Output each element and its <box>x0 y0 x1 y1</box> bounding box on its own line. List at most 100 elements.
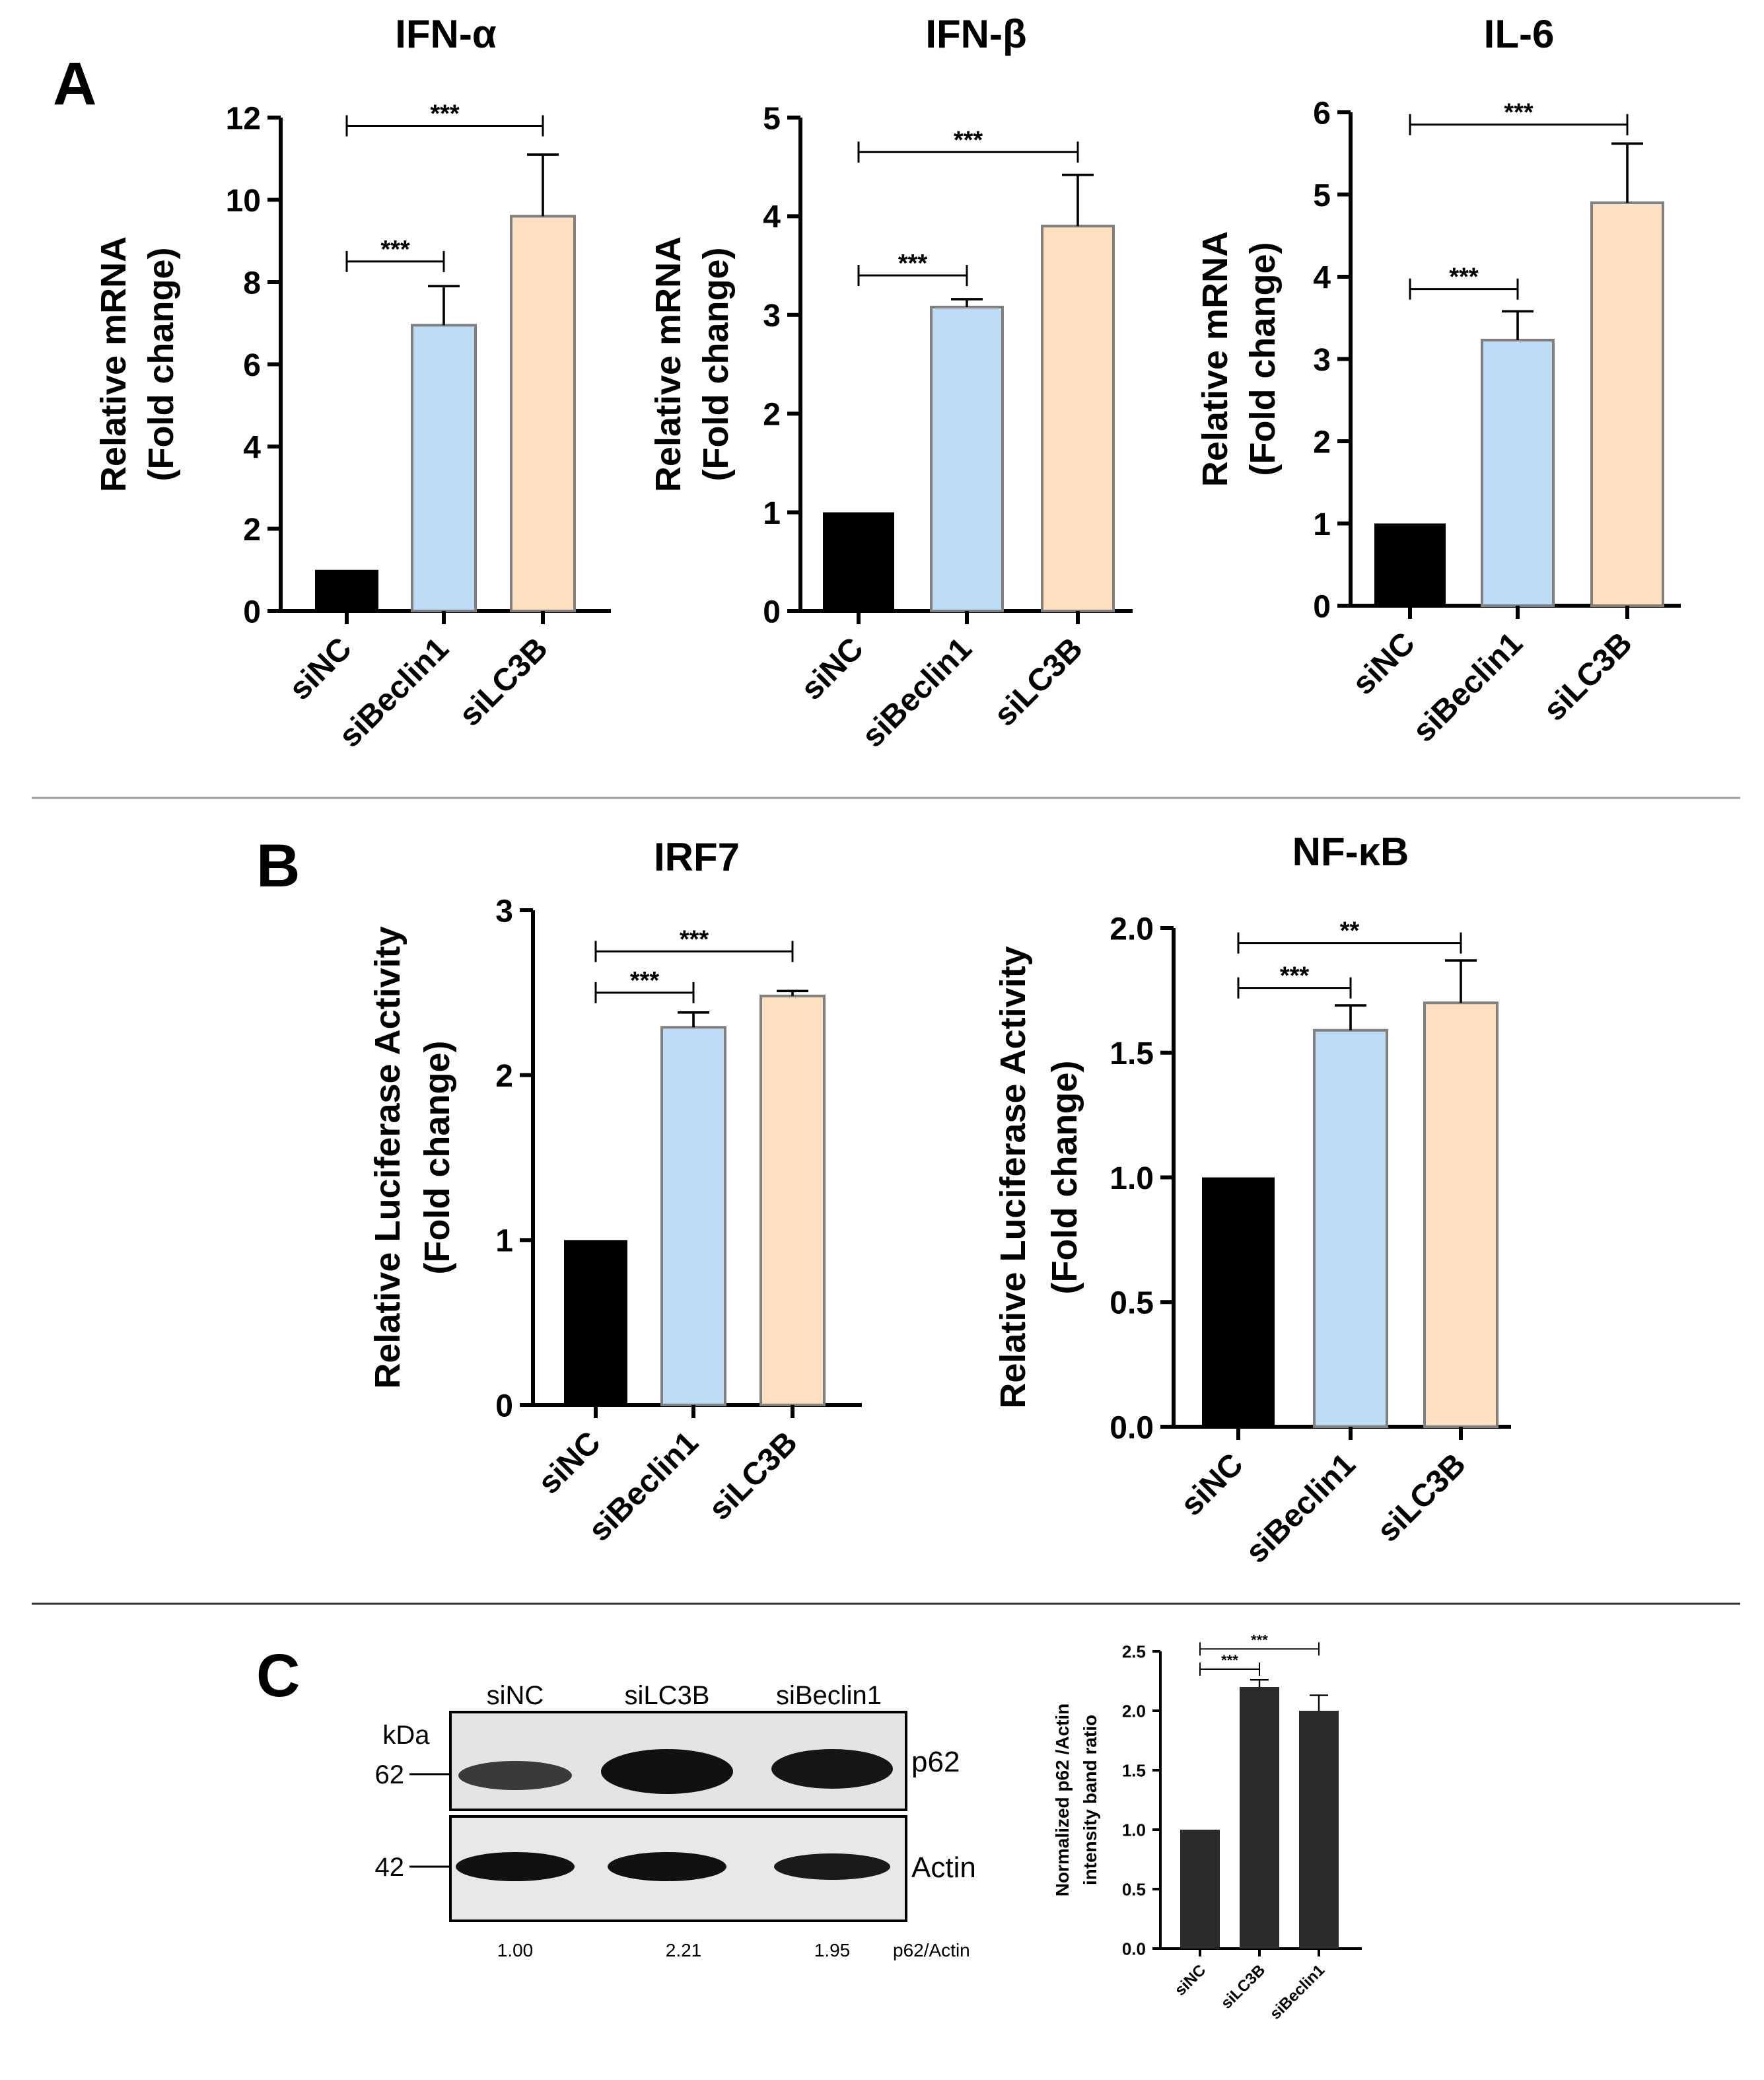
bar <box>1590 201 1664 607</box>
chart-ifn-alpha: IFN-α Relative mRNA (Fold change) 0 2 4 6 8 10 12… <box>94 12 611 754</box>
blot-lane-label: siBeclin1 <box>776 1681 882 1710</box>
bar <box>1299 1711 1339 1949</box>
x-category-label: siBeclin1 <box>1267 1961 1329 2023</box>
blot-ratio-value: 1.00 <box>497 1940 534 1960</box>
y-tick-label: 1.0 <box>1122 1820 1146 1840</box>
y-tick-label: 0 <box>495 1388 513 1423</box>
y-tick-label: 0.5 <box>1110 1286 1154 1321</box>
y-tick-label: 5 <box>1313 178 1331 213</box>
y-tick-label: 2.0 <box>1122 1701 1146 1721</box>
blot-band <box>458 1761 572 1790</box>
y-tick-label: 2.5 <box>1122 1641 1146 1661</box>
blot-band-label-p62: p62 <box>911 1746 960 1778</box>
x-category-label: siBeclin1 <box>1239 1447 1362 1570</box>
y-tick-label: 0 <box>1313 589 1331 624</box>
significance-label: ** <box>1340 917 1360 945</box>
y-tick-label: 6 <box>1313 96 1331 131</box>
blot-ratio-value: 2.21 <box>666 1940 702 1960</box>
significance-label: *** <box>1221 1652 1238 1668</box>
y-tick-label: 3 <box>1313 343 1331 378</box>
chart-title: IFN-α <box>395 12 497 56</box>
y-tick-label: 6 <box>243 348 261 383</box>
blot-lane-label: siNC <box>487 1681 544 1710</box>
blot-band <box>608 1852 726 1881</box>
chart-nfkb: NF-κB Relative Luciferase Activity (Fold c… <box>993 830 1511 1570</box>
y-tick-label: 1.5 <box>1122 1760 1146 1780</box>
panel-label-b: B <box>256 832 300 900</box>
y-tick-label: 0.0 <box>1110 1410 1154 1445</box>
y-axis-label: Relative mRNA <box>94 236 133 492</box>
bar <box>411 324 477 612</box>
bar <box>823 512 894 611</box>
chart-title: IL-6 <box>1484 12 1555 56</box>
y-tick-label: 2 <box>1313 425 1331 460</box>
significance-label: *** <box>954 126 983 154</box>
significance-label: *** <box>1504 99 1534 127</box>
y-axis-label: Relative mRNA <box>1195 231 1235 487</box>
chart-title: NF-κB <box>1292 830 1409 874</box>
chart-irf7: IRF7 Relative Luciferase Activity (Fold ch… <box>368 835 862 1548</box>
x-category-label: siNC <box>532 1425 608 1501</box>
y-tick-label: 0 <box>243 594 261 629</box>
x-category-label: siLC3B <box>452 631 554 733</box>
bar <box>1240 1687 1279 1949</box>
significance-label: *** <box>680 925 709 953</box>
blot-band <box>456 1852 575 1881</box>
significance-label: *** <box>430 100 460 127</box>
bar <box>1374 523 1446 606</box>
x-category-label: siNC <box>1174 1447 1250 1523</box>
x-category-label: siNC <box>283 631 359 707</box>
bar <box>1041 225 1115 612</box>
y-tick-label: 1.0 <box>1110 1161 1154 1196</box>
y-axis-label: (Fold change) <box>417 1041 457 1275</box>
blot-lane-label: siLC3B <box>625 1681 710 1710</box>
bar <box>1313 1028 1388 1428</box>
x-category-label: siLC3B <box>987 631 1089 733</box>
blot-marker-42: 42 <box>375 1853 405 1882</box>
y-tick-label: 0.0 <box>1122 1939 1146 1958</box>
x-category-label: siNC <box>1346 626 1422 701</box>
y-tick-label: 2.0 <box>1110 912 1154 947</box>
y-axis-label: (Fold change) <box>1045 1061 1084 1295</box>
y-axis-label: (Fold change) <box>1243 242 1283 476</box>
significance-label: *** <box>380 236 410 264</box>
y-tick-label: 12 <box>226 101 261 136</box>
bar <box>1481 338 1555 607</box>
blot-ratio-label: p62/Actin <box>893 1940 970 1960</box>
y-tick-label: 0.5 <box>1122 1879 1146 1899</box>
bar <box>1202 1177 1275 1427</box>
y-axis-label: Relative Luciferase Activity <box>993 946 1033 1408</box>
x-category-label: siLC3B <box>1370 1447 1472 1548</box>
y-tick-label: 10 <box>226 184 261 219</box>
bar <box>315 569 378 611</box>
bar <box>510 215 576 612</box>
blot-band <box>774 1853 890 1880</box>
y-axis-label: Relative mRNA <box>649 236 688 492</box>
y-tick-label: 0 <box>763 594 781 629</box>
y-axis-label: intensity band ratio <box>1080 1715 1100 1885</box>
y-tick-label: 4 <box>1313 260 1331 295</box>
bar <box>759 994 826 1406</box>
y-axis-label: (Fold change) <box>696 248 736 482</box>
x-category-label: siBeclin1 <box>855 631 979 754</box>
y-axis-label: Normalized p62 /Actin <box>1052 1703 1073 1897</box>
bar <box>1423 1001 1499 1428</box>
x-category-label: siLC3B <box>1218 1961 1269 2013</box>
blot-band-label-actin: Actin <box>911 1851 976 1884</box>
significance-label: *** <box>1280 962 1310 990</box>
y-tick-label: 1 <box>763 496 781 531</box>
y-tick-label: 4 <box>243 430 261 465</box>
y-tick-label: 5 <box>763 101 781 136</box>
y-tick-label: 3 <box>495 894 513 929</box>
x-category-label: siLC3B <box>1537 626 1639 727</box>
y-tick-label: 1 <box>495 1224 513 1259</box>
y-tick-label: 4 <box>763 200 781 235</box>
y-tick-label: 1 <box>1313 507 1331 542</box>
x-category-label: siLC3B <box>702 1425 804 1526</box>
blot-band <box>601 1749 733 1794</box>
western-blot: siNC siLC3B siBeclin1 kDa 62 42 p62 Acti… <box>375 1681 976 1960</box>
y-axis-label: (Fold change) <box>141 248 181 482</box>
y-tick-label: 2 <box>763 397 781 432</box>
x-category-label: siBeclin1 <box>1406 626 1530 749</box>
